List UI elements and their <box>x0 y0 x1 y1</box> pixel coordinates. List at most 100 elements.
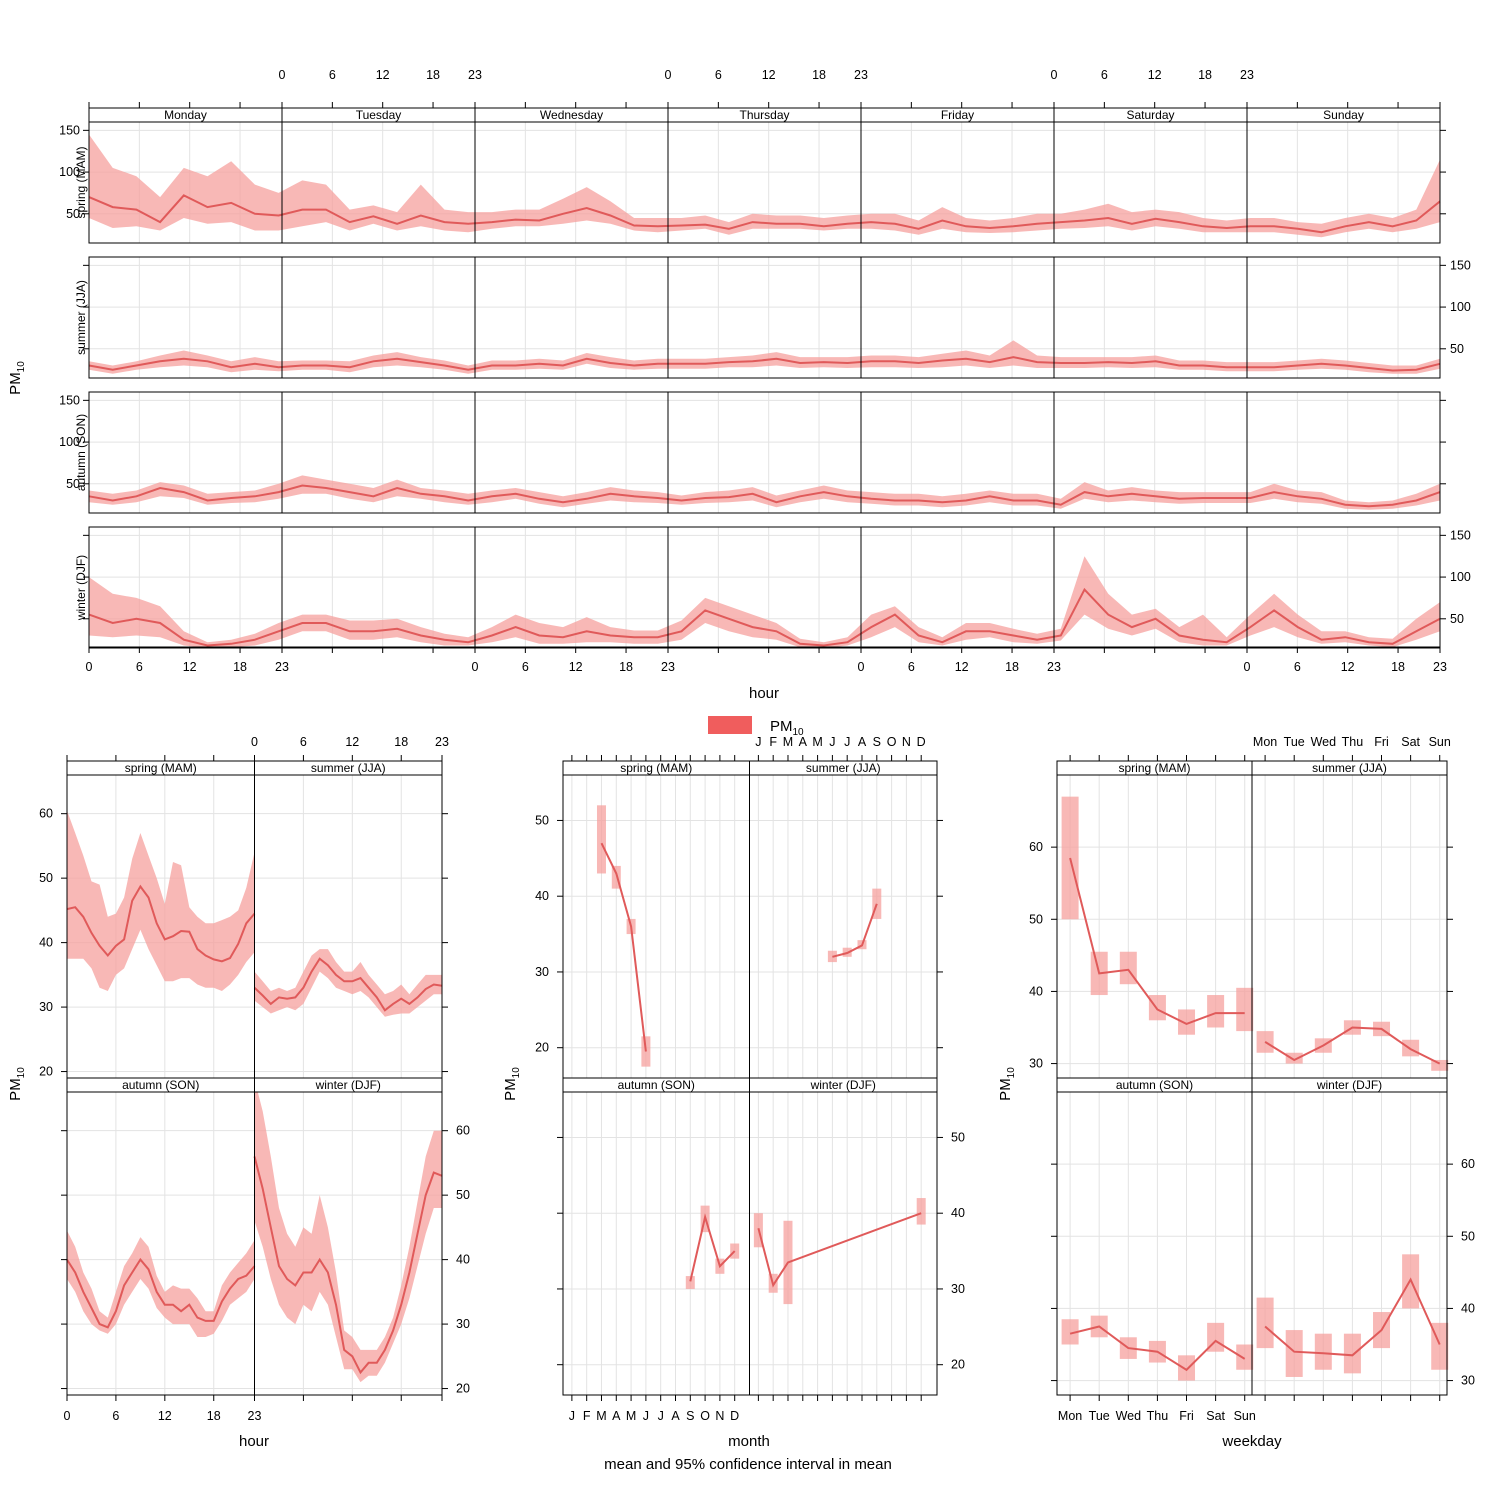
panel-strip-label: Saturday <box>1126 108 1174 122</box>
x-tick-label: 23 <box>1433 660 1447 674</box>
y-tick-label: 60 <box>39 807 53 821</box>
season-strip-label: summer (JJA) <box>74 280 88 355</box>
y-tick-label: 30 <box>39 1000 53 1014</box>
season-strip-label: spring (MAM) <box>74 146 88 218</box>
y-tick-label: 150 <box>1450 258 1471 272</box>
y-tick-label: 100 <box>1450 300 1471 314</box>
top-panel-y-axis-title: PM10 <box>7 361 27 395</box>
x-tick-label: M <box>596 1409 606 1423</box>
confidence-bar <box>730 1243 740 1259</box>
x-tick-label: 6 <box>908 660 915 674</box>
mean-line <box>1264 1026 1441 1065</box>
x-tick-label: A <box>612 1409 621 1423</box>
x-tick-label: Thu <box>1342 735 1364 749</box>
weekday-panel-x-axis-title: weekday <box>1221 1433 1282 1450</box>
grid-layer <box>67 122 1447 1395</box>
x-tick-label: J <box>844 735 850 749</box>
confidence-band <box>89 134 1440 238</box>
x-tick-label: 18 <box>426 68 440 82</box>
confidence-bar <box>1285 1330 1303 1377</box>
frame-layer <box>61 102 1453 1401</box>
panel-strip-label: autumn (SON) <box>1116 1078 1193 1092</box>
y-tick-label: 50 <box>66 477 80 491</box>
confidence-bar <box>1178 1355 1196 1381</box>
x-tick-label: 23 <box>468 68 482 82</box>
x-tick-label: 6 <box>1294 660 1301 674</box>
mean-line <box>88 484 1441 508</box>
confidence-bar <box>1256 1297 1274 1349</box>
confidence-bar <box>1431 1059 1449 1071</box>
x-tick-label: Mon <box>1253 735 1277 749</box>
confidence-band <box>67 810 255 991</box>
panel-strip-label: Thursday <box>739 108 789 122</box>
confidence-bar <box>1314 1333 1332 1370</box>
legend-swatch <box>708 716 752 734</box>
panel-strip-label: summer (JJA) <box>806 761 881 775</box>
x-tick-label: 12 <box>569 660 583 674</box>
confidence-bar <box>1207 995 1225 1028</box>
panel-strip <box>1246 107 1441 123</box>
x-tick-label: 18 <box>233 660 247 674</box>
confidence-bar <box>916 1198 926 1225</box>
x-tick-label: S <box>873 735 881 749</box>
x-tick-label: 6 <box>522 660 529 674</box>
y-tick-label: 50 <box>951 1130 965 1144</box>
x-tick-label: J <box>658 1409 664 1423</box>
top-panel-x-axis-title: hour <box>749 685 779 702</box>
mean-line <box>689 1213 736 1282</box>
mean-line <box>88 194 1441 234</box>
x-tick-label: O <box>700 1409 710 1423</box>
x-tick-label: 23 <box>854 68 868 82</box>
mean-line <box>66 884 256 963</box>
x-tick-label: Fri <box>1374 735 1389 749</box>
y-tick-label: 100 <box>59 165 80 179</box>
x-tick-label: 23 <box>248 1409 262 1423</box>
weekday-panel-y-axis-title: PM10 <box>997 1067 1017 1101</box>
x-tick-label: Mon <box>1058 1409 1082 1423</box>
x-tick-label: N <box>902 735 911 749</box>
mean-line <box>1069 1325 1246 1372</box>
panel-strip <box>1251 1077 1448 1093</box>
confidence-band <box>89 340 1440 374</box>
x-tick-label: 23 <box>1240 68 1254 82</box>
x-tick-label: J <box>569 1409 575 1423</box>
panel-strip-label: Monday <box>164 108 207 122</box>
y-tick-label: 30 <box>1029 1057 1043 1071</box>
x-tick-label: 23 <box>275 660 289 674</box>
confidence-bar <box>1343 1333 1361 1374</box>
x-tick-label: 18 <box>812 68 826 82</box>
figure-caption: mean and 95% confidence interval in mean <box>604 1456 892 1473</box>
month-panel-y-axis-title: PM10 <box>502 1067 522 1101</box>
y-tick-label: 50 <box>1029 912 1043 926</box>
x-tick-label: 6 <box>300 735 307 749</box>
x-tick-label: Sat <box>1206 1409 1225 1423</box>
x-tick-label: Tue <box>1284 735 1305 749</box>
x-tick-label: J <box>755 735 761 749</box>
season-strip-label: autumn (SON) <box>74 414 88 491</box>
x-tick-label: 0 <box>1244 660 1251 674</box>
panel-strip <box>1251 760 1448 776</box>
x-tick-label: Fri <box>1179 1409 1194 1423</box>
panel-strip-label: winter (DJF) <box>1316 1078 1382 1092</box>
hour-panel-y-axis-title: PM10 <box>7 1067 27 1101</box>
y-axis-title-subscript: 10 <box>16 1067 27 1079</box>
x-tick-label: 18 <box>1005 660 1019 674</box>
y-axis-title-subscript: 10 <box>16 361 27 373</box>
panel-strip <box>749 760 938 776</box>
x-tick-label: Wed <box>1116 1409 1142 1423</box>
y-tick-label: 50 <box>1450 342 1464 356</box>
confidence-bar <box>596 805 606 874</box>
x-tick-label: 12 <box>376 68 390 82</box>
x-tick-label: F <box>769 735 777 749</box>
x-tick-label: 6 <box>136 660 143 674</box>
y-tick-label: 60 <box>1029 840 1043 854</box>
y-tick-label: 40 <box>535 889 549 903</box>
x-tick-label: A <box>858 735 867 749</box>
confidence-bar <box>1285 1052 1303 1064</box>
mean-line <box>253 957 443 1012</box>
y-axis-title-subscript: 10 <box>511 1067 522 1079</box>
mean-line <box>832 903 878 958</box>
y-tick-label: 20 <box>951 1358 965 1372</box>
season-strip-label: winter (DJF) <box>74 555 88 621</box>
